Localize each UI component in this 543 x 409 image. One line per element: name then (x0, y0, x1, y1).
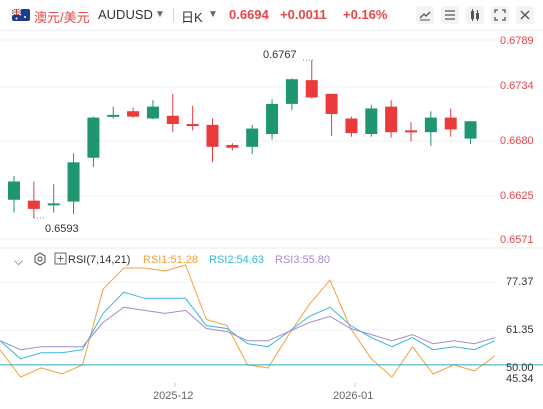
candle-body (107, 114, 120, 117)
divider (173, 8, 174, 22)
rsi1-value: RSI1:51.28 (143, 254, 199, 266)
close-icon[interactable] (516, 6, 534, 24)
candle-body (266, 103, 279, 135)
rsi-header: ⌵ (0, 250, 543, 270)
settings-icon[interactable] (33, 252, 47, 269)
indicator-icon[interactable] (466, 6, 484, 24)
price-change-percent: +0.16% (343, 7, 388, 22)
chevron-down-icon[interactable]: ▼ (155, 9, 165, 20)
rsi2-line (0, 291, 496, 360)
rsi-label: RSI(7,14,21) (68, 254, 131, 266)
chevron-down-icon[interactable]: ▼ (208, 9, 218, 20)
toolbar: 澳元/美元 AUDUSD ▼ 日K ▼ 0.6694 +0.0011 +0.16… (0, 0, 543, 31)
candle-body (206, 124, 219, 147)
last-price: 0.6694 (229, 7, 269, 22)
rsi3-value: RSI3:55.80 (275, 254, 331, 266)
candle-body (285, 79, 298, 104)
low-annotation: 0.6593 (45, 223, 79, 235)
rsi-axis-label: 45.34 (506, 373, 534, 385)
candle-body (186, 123, 199, 126)
candle-body (305, 80, 318, 98)
price-axis-label: 0.6789 (500, 35, 534, 47)
candle-body (464, 121, 477, 139)
price-axis-label: 0.6625 (500, 190, 534, 202)
rsi-axis-label: 61.35 (506, 324, 534, 336)
rsi2-value: RSI2:54.63 (209, 254, 265, 266)
candle-body (385, 106, 398, 133)
candle-body (444, 117, 457, 130)
rsi3-line (0, 306, 496, 351)
candle-body (8, 181, 20, 200)
candle-body (166, 115, 179, 124)
candle-body (226, 144, 239, 148)
pair-code[interactable]: AUDUSD (98, 7, 153, 22)
fullscreen-icon[interactable] (491, 6, 509, 24)
high-annotation: 0.6767 (263, 49, 297, 61)
rsi-axis-label: 77.37 (506, 276, 534, 288)
candle-body (246, 128, 259, 147)
candle-body (47, 203, 60, 206)
timeframe-selector[interactable]: 日K (181, 10, 203, 25)
candle-body (365, 108, 378, 135)
candle-body (424, 117, 437, 133)
rsi-axis-label: 50.00 (506, 362, 534, 374)
pair-name[interactable]: 澳元/美元 (34, 10, 90, 25)
add-indicator-icon[interactable] (54, 252, 67, 268)
x-axis-label: 2025-12 (153, 390, 194, 402)
candle-body (405, 130, 417, 133)
x-axis-label: 2026-01 (333, 390, 374, 402)
crosshair-icon[interactable] (416, 6, 434, 24)
candle-body (345, 118, 358, 134)
collapse-icon[interactable]: ⌵ (14, 254, 24, 268)
price-axis-label: 0.6734 (500, 80, 534, 92)
candle-body (87, 117, 100, 158)
price-axis-label: 0.6571 (500, 234, 534, 246)
candle-body (325, 93, 338, 114)
candle-body (146, 106, 159, 119)
candle-body (127, 111, 140, 117)
price-change: +0.0011 (280, 7, 327, 22)
price-axis-label: 0.6680 (500, 135, 534, 147)
australia-flag-icon (12, 9, 30, 21)
candle-style-icon[interactable] (441, 6, 459, 24)
candle-body (27, 200, 40, 209)
candle-body (67, 162, 80, 202)
